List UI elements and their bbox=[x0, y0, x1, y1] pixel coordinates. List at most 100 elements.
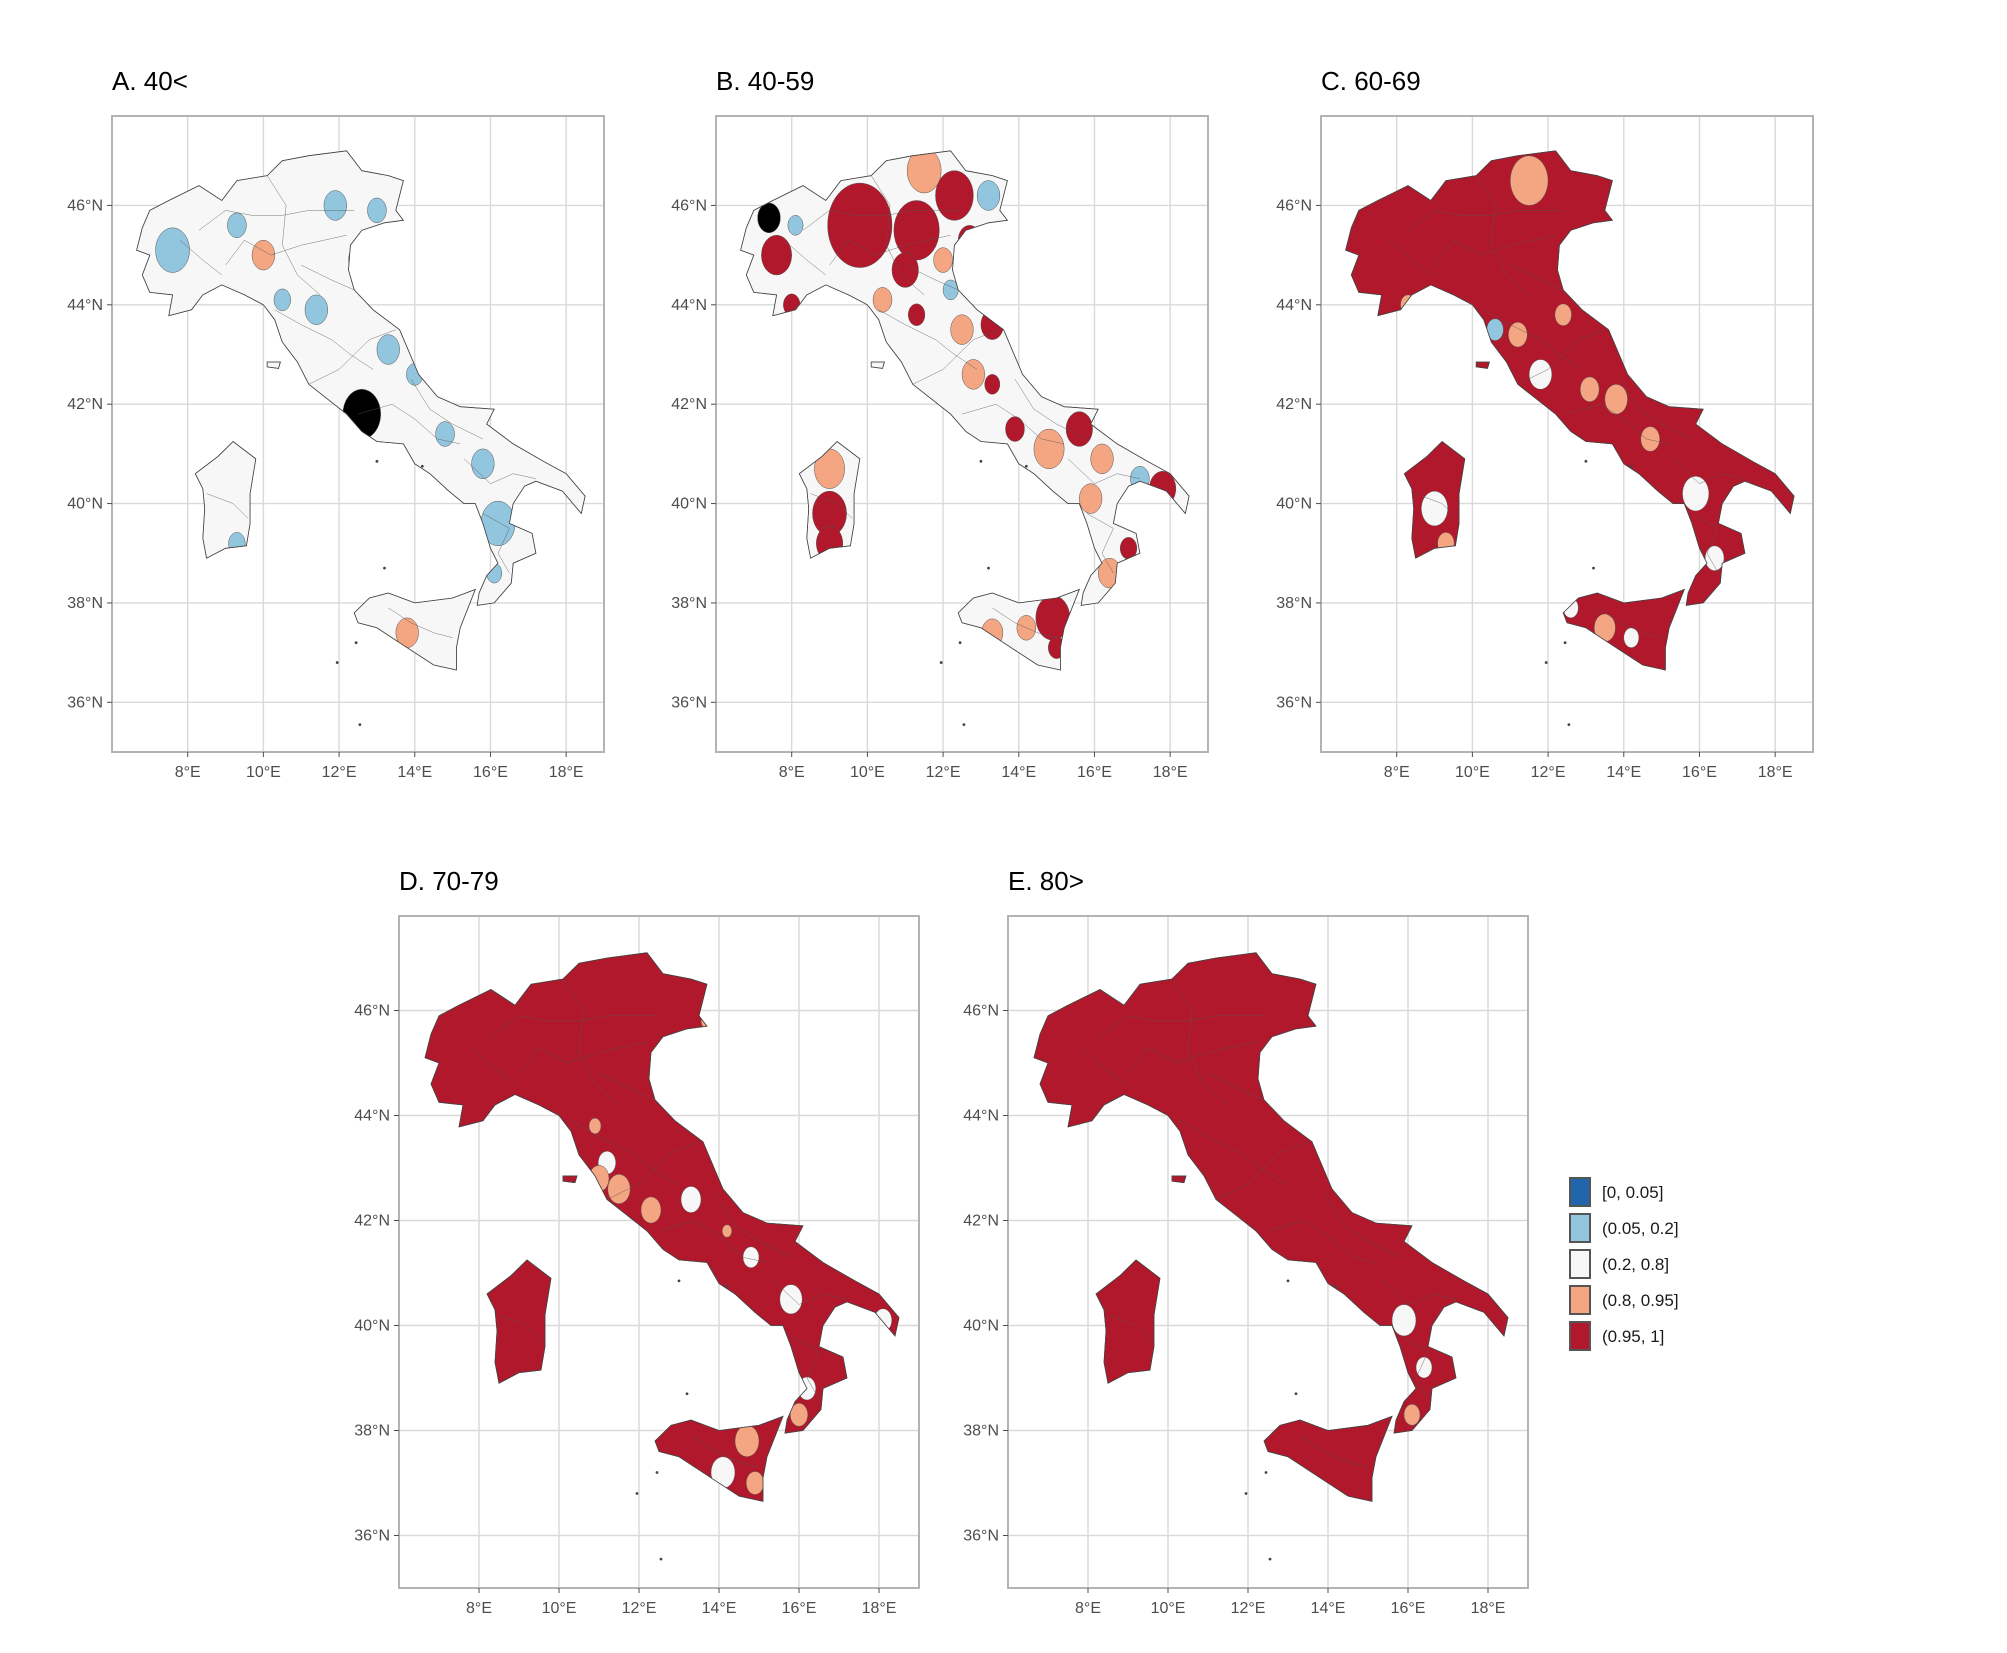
map-panel-e: E. 80> 8°E 10°E 12°E 14°E 16°E 18°E 36°N 38°N 40°… bbox=[963, 866, 1529, 1617]
x-tick-label: 10°E bbox=[542, 1600, 577, 1617]
province-border bbox=[1179, 1120, 1285, 1184]
province-region bbox=[908, 303, 926, 326]
x-tick-label: 10°E bbox=[1455, 764, 1490, 781]
province-border bbox=[1517, 329, 1605, 385]
province-borders bbox=[179, 175, 536, 638]
province-region bbox=[950, 314, 974, 345]
province-border bbox=[1399, 1335, 1429, 1400]
province-border bbox=[1267, 1220, 1377, 1263]
province-border bbox=[606, 1141, 700, 1200]
x-tick-label: 12°E bbox=[1231, 1600, 1266, 1617]
province-border bbox=[1619, 379, 1693, 440]
y-tick-label: 46°N bbox=[671, 197, 707, 214]
legend: [0, 0.05] (0.05, 0.2] (0.2, 0.8] (0.8, 0.95… bbox=[1569, 1177, 1679, 1351]
small-island bbox=[383, 566, 386, 570]
province-border bbox=[179, 240, 222, 276]
y-tick-label: 40°N bbox=[1276, 496, 1312, 513]
province-borders bbox=[783, 175, 1140, 638]
province-region bbox=[976, 180, 1001, 211]
panel-title: A. 40< bbox=[112, 66, 188, 96]
y-tick-label: 38°N bbox=[671, 595, 707, 612]
coastline bbox=[1263, 1415, 1393, 1502]
italy-map bbox=[740, 150, 1190, 727]
province-border bbox=[388, 607, 453, 638]
province-border bbox=[1099, 1015, 1264, 1037]
province-region bbox=[1079, 483, 1103, 514]
province-patches bbox=[155, 190, 516, 648]
y-tick-label: 44°N bbox=[1276, 297, 1312, 314]
x-tick-label: 14°E bbox=[1001, 764, 1036, 781]
x-tick-label: 18°E bbox=[1153, 764, 1188, 781]
province-border bbox=[562, 978, 620, 1106]
province-border bbox=[714, 1194, 792, 1258]
x-tick-label: 16°E bbox=[1077, 764, 1112, 781]
province-region bbox=[376, 334, 400, 365]
y-tick-label: 38°N bbox=[354, 1423, 390, 1440]
province-border bbox=[810, 493, 853, 519]
province-region bbox=[933, 247, 953, 273]
x-tick-label: 8°E bbox=[1384, 764, 1410, 781]
province-border bbox=[463, 458, 536, 484]
province-border bbox=[1691, 513, 1719, 574]
y-tick-label: 40°N bbox=[67, 496, 103, 513]
province-border bbox=[1475, 175, 1530, 296]
panel-title: B. 40-59 bbox=[716, 66, 814, 96]
province-border bbox=[1566, 403, 1670, 445]
province-region bbox=[1579, 376, 1600, 402]
province-border bbox=[1079, 1047, 1125, 1085]
province-border bbox=[1107, 1314, 1153, 1342]
province-region bbox=[471, 448, 495, 479]
coastline bbox=[957, 588, 1081, 671]
province-region bbox=[1005, 416, 1025, 442]
province-border bbox=[783, 240, 826, 276]
province-border bbox=[308, 329, 396, 385]
x-tick-label: 10°E bbox=[850, 764, 885, 781]
province-region bbox=[304, 294, 328, 325]
province-region bbox=[607, 1174, 631, 1204]
province-border bbox=[1299, 1435, 1369, 1468]
x-tick-label: 12°E bbox=[622, 1600, 657, 1617]
province-region bbox=[155, 227, 190, 273]
x-tick-label: 14°E bbox=[1311, 1600, 1346, 1617]
province-patches bbox=[1391, 1304, 1433, 1426]
y-tick-label: 40°N bbox=[671, 496, 707, 513]
province-region bbox=[935, 170, 974, 221]
province-border bbox=[266, 175, 321, 296]
province-region bbox=[787, 215, 804, 236]
legend-key bbox=[1569, 1177, 1591, 1207]
province-region bbox=[1421, 490, 1449, 527]
y-tick-label: 36°N bbox=[67, 694, 103, 711]
province-patches bbox=[1400, 155, 1725, 648]
small-island bbox=[635, 1492, 639, 1495]
province-region bbox=[1682, 475, 1710, 512]
province-border bbox=[912, 329, 1000, 385]
province-border bbox=[1510, 264, 1564, 291]
coastline bbox=[562, 1175, 578, 1184]
legend-label: (0.05, 0.2] bbox=[1602, 1219, 1679, 1238]
coastline bbox=[1562, 588, 1686, 671]
province-border bbox=[961, 403, 1065, 445]
legend-key bbox=[1569, 1249, 1591, 1279]
province-region bbox=[1415, 1356, 1433, 1379]
map-panel-a: A. 40< 8°E 10°E 12°E 14°E 16°E 18°E 36°N 38°N 40°… bbox=[67, 66, 605, 781]
province-border bbox=[570, 1120, 676, 1184]
y-tick-label: 40°N bbox=[963, 1318, 999, 1335]
province-borders bbox=[470, 978, 848, 1468]
small-island bbox=[979, 459, 983, 463]
small-island bbox=[1592, 566, 1595, 570]
x-tick-label: 12°E bbox=[1531, 764, 1566, 781]
coastline bbox=[424, 952, 900, 1434]
province-border bbox=[829, 234, 951, 266]
y-tick-label: 36°N bbox=[1276, 694, 1312, 711]
y-tick-label: 36°N bbox=[671, 694, 707, 711]
province-border bbox=[878, 309, 978, 370]
coastline bbox=[1475, 361, 1490, 369]
province-region bbox=[984, 374, 1001, 395]
small-island bbox=[1024, 464, 1028, 468]
province-region bbox=[1508, 321, 1528, 348]
province-border bbox=[1672, 458, 1745, 484]
small-island bbox=[659, 1557, 663, 1561]
province-border bbox=[225, 234, 347, 266]
legend-label: (0.8, 0.95] bbox=[1602, 1291, 1679, 1310]
